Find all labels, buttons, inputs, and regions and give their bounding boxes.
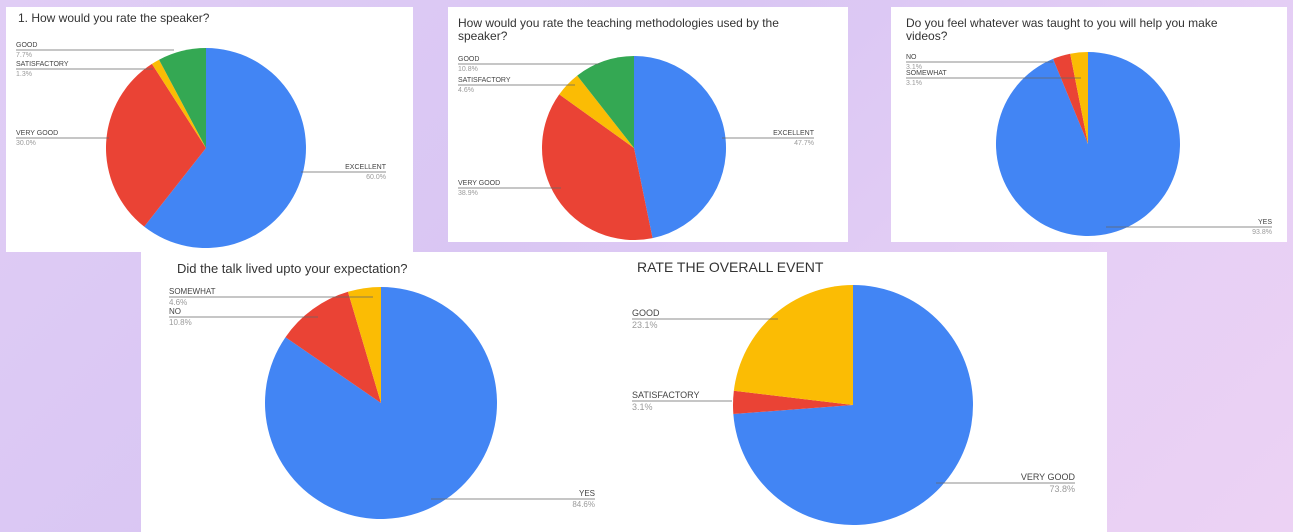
slice-percent: 47.7%: [794, 140, 814, 147]
slice-label: EXCELLENT: [773, 130, 815, 137]
pie-slice-yes: [995, 52, 1180, 236]
slice-label: GOOD: [16, 42, 37, 49]
slice-label: GOOD: [632, 308, 660, 318]
slice-label: VERY GOOD: [458, 180, 500, 187]
chart-panel-speaker-rating: 1. How would you rate the speaker? EXCEL…: [6, 7, 413, 252]
slice-label: YES: [579, 489, 595, 498]
slice-percent: 23.1%: [632, 320, 658, 330]
pie-slice-good: [577, 56, 634, 148]
chart-panel-teaching-methodologies: How would you rate the teaching methodol…: [448, 7, 848, 242]
chart-title: Did the talk lived upto your expectation…: [177, 261, 408, 276]
pie-slice-no: [285, 291, 381, 403]
pie-chart: VERY GOOD 73.8% SATISFACTORY 3.1% GOOD 23.1%: [632, 285, 1076, 525]
chart-panel-overall-event: RATE THE OVERALL EVENT VERY GOOD 73.8% SAT…: [602, 252, 1107, 532]
pie-slice-satisfactory: [151, 59, 206, 148]
slice-label: SOMEWHAT: [906, 70, 947, 77]
chart-panel-help-make-videos: Do you feel whatever was taught to you w…: [891, 7, 1287, 242]
slice-label: SATISFACTORY: [458, 77, 511, 84]
slice-percent: 4.6%: [458, 87, 474, 94]
pie-chart: EXCELLENT 60.0% VERY GOOD 30.0% SATISFACTORY…: [16, 42, 387, 248]
slice-label: YES: [1258, 219, 1272, 226]
pie-chart: YES 84.6% NO 10.8% SOMEWHAT 4.6%: [169, 287, 595, 519]
pie-slice-somewhat: [347, 287, 381, 403]
slice-percent: 7.7%: [16, 52, 32, 59]
pie-slice-no: [1053, 53, 1088, 144]
slice-percent: 93.8%: [1252, 229, 1272, 236]
slice-percent: 1.3%: [16, 71, 32, 78]
slice-percent: 84.6%: [572, 500, 595, 509]
pie-chart: EXCELLENT 47.7% VERY GOOD 38.9% SATISFACTORY…: [458, 55, 815, 241]
slice-percent: 4.6%: [169, 298, 187, 307]
chart-title: How would you rate the teaching methodol…: [458, 16, 779, 44]
slice-percent: 38.9%: [458, 190, 478, 197]
slice-label: GOOD: [458, 56, 479, 63]
pie-slice-somewhat: [1070, 52, 1088, 144]
chart-title: RATE THE OVERALL EVENT: [637, 259, 824, 275]
slice-percent: 73.8%: [1049, 484, 1075, 494]
slice-label: NO: [169, 307, 181, 316]
pie-slice-excellent: [144, 48, 306, 248]
chart-title: Do you feel whatever was taught to you w…: [906, 16, 1218, 44]
slice-percent: 3.1%: [906, 64, 922, 71]
slice-percent: 3.1%: [906, 80, 922, 87]
pie-slice-good: [159, 48, 206, 148]
slice-label: EXCELLENT: [345, 164, 387, 171]
pie-slice-satisfactory: [559, 75, 634, 148]
pie-slice-very-good: [105, 63, 206, 227]
slice-label: NO: [906, 54, 917, 61]
slice-percent: 10.8%: [169, 318, 192, 327]
chart-panel-expectation: Did the talk lived upto your expectation…: [141, 252, 602, 532]
slice-label: SATISFACTORY: [632, 390, 700, 400]
pie-slice-good: [733, 285, 853, 405]
chart-title: 1. How would you rate the speaker?: [18, 11, 210, 25]
slice-percent: 30.0%: [16, 140, 36, 147]
slice-label: VERY GOOD: [1021, 472, 1076, 482]
slice-label: VERY GOOD: [16, 130, 58, 137]
slice-percent: 60.0%: [366, 174, 386, 181]
slice-percent: 3.1%: [632, 402, 653, 412]
pie-slice-very-good: [541, 94, 653, 241]
pie-slice-excellent: [634, 55, 727, 239]
pie-slice-very-good: [733, 285, 973, 525]
pie-slice-satisfactory: [732, 390, 853, 415]
slice-percent: 10.8%: [458, 66, 478, 73]
slice-label: SOMEWHAT: [169, 287, 216, 296]
pie-slice-yes: [265, 287, 498, 519]
slice-label: SATISFACTORY: [16, 61, 69, 68]
